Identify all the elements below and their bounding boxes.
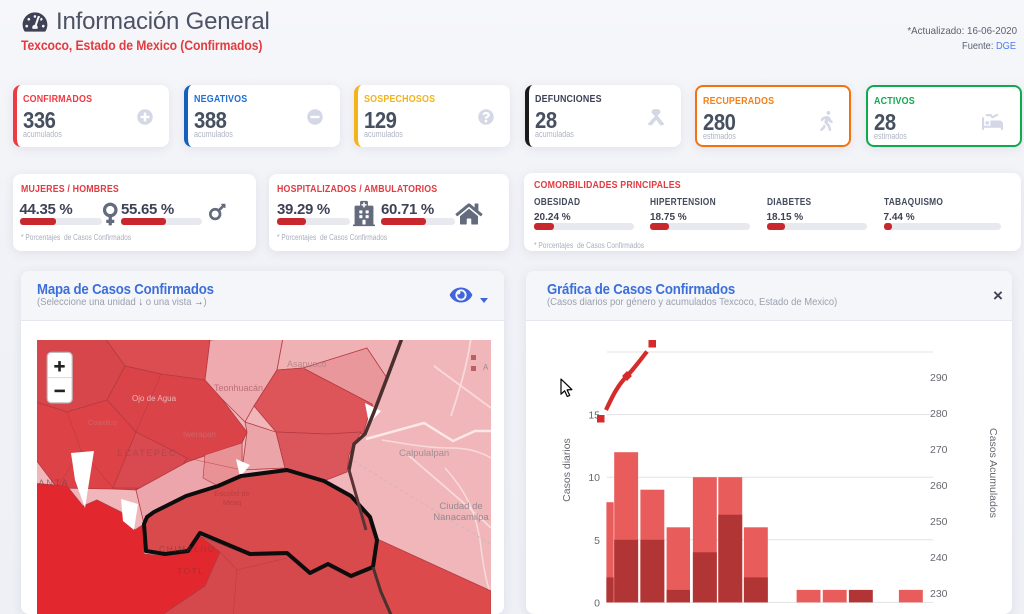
- svg-text:Teonhuacán: Teonhuacán: [214, 383, 263, 393]
- svg-text:240: 240: [930, 552, 948, 564]
- svg-text:250: 250: [930, 516, 948, 528]
- svg-text:PANTA: PANTA: [37, 478, 70, 488]
- svg-text:TOTL: TOTL: [177, 566, 205, 576]
- svg-text:230: 230: [930, 588, 948, 600]
- svg-text:290: 290: [930, 372, 948, 384]
- svg-text:270: 270: [930, 444, 948, 456]
- svg-text:CHIMALHU: CHIMALHU: [159, 544, 215, 554]
- svg-text:Casos Acumulados: Casos Acumulados: [987, 428, 999, 518]
- svg-text:Asapusco: Asapusco: [287, 359, 327, 369]
- svg-text:Escobd de: Escobd de: [214, 489, 249, 498]
- svg-text:10: 10: [588, 472, 600, 484]
- svg-text:Nanacamilpa: Nanacamilpa: [433, 512, 489, 523]
- svg-text:Casos diarios: Casos diarios: [561, 438, 573, 502]
- svg-text:Iwerapan: Iwerapan: [183, 430, 216, 439]
- svg-text:0: 0: [594, 597, 600, 609]
- svg-text:Mexq: Mexq: [223, 498, 241, 507]
- svg-text:260: 260: [930, 480, 948, 492]
- svg-text:Coaxilco: Coaxilco: [88, 418, 117, 427]
- svg-text:A: A: [483, 363, 489, 372]
- svg-text:Ciudad de: Ciudad de: [439, 501, 482, 512]
- svg-text:280: 280: [930, 408, 948, 420]
- svg-text:5: 5: [594, 535, 600, 547]
- svg-text:ECATEPEC: ECATEPEC: [117, 448, 177, 458]
- svg-text:15: 15: [588, 410, 600, 422]
- svg-text:Calpulalpan: Calpulalpan: [399, 448, 449, 459]
- svg-text:Ojo de Agua: Ojo de Agua: [132, 394, 177, 403]
